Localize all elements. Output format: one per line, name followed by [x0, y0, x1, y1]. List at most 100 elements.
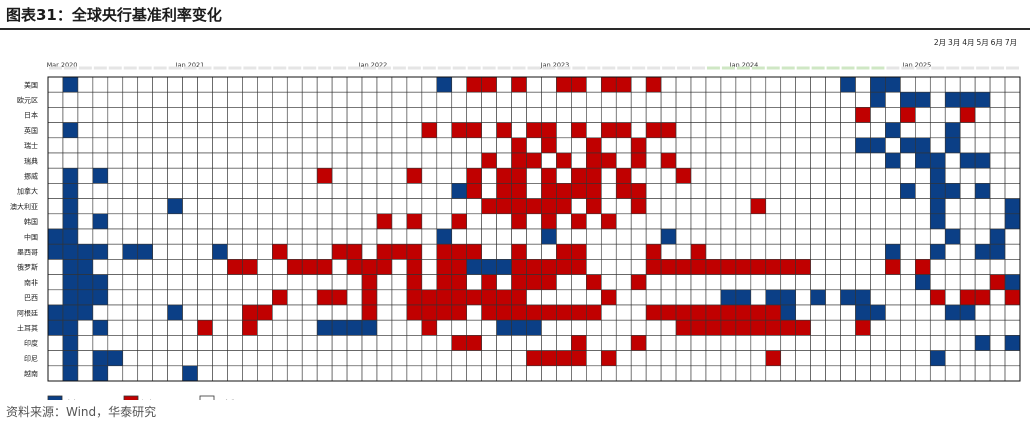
heatmap-cell [675, 319, 692, 336]
heatmap-cell [376, 167, 393, 184]
heatmap-cell [47, 274, 64, 291]
heatmap-cell [571, 350, 587, 367]
heatmap-cell [526, 167, 542, 184]
heatmap-cell [257, 228, 273, 245]
heatmap-cell [974, 319, 991, 336]
heatmap-cell [660, 137, 677, 154]
heatmap-cell [690, 228, 707, 245]
heatmap-cell [825, 167, 841, 184]
heatmap-cell [92, 304, 109, 321]
heatmap-cell [750, 274, 767, 291]
heatmap-cell [316, 91, 333, 108]
heatmap-cell [122, 319, 139, 336]
heatmap-cell [720, 91, 737, 108]
heatmap-cell [974, 289, 991, 306]
heatmap-cell [660, 76, 677, 93]
heatmap-cell [346, 122, 363, 139]
heatmap-cell [586, 289, 602, 306]
heatmap-cell [212, 152, 228, 169]
heatmap-cell [406, 365, 423, 382]
heatmap-cell [137, 183, 153, 199]
heatmap-cell [421, 167, 438, 184]
country-label: 欧元区 [17, 96, 38, 105]
heatmap-cell [62, 183, 79, 199]
heatmap-cell [944, 198, 961, 215]
date-tick [452, 66, 466, 70]
heatmap-cell [466, 335, 482, 351]
heatmap-cell [406, 228, 423, 245]
title-bar: 图表31：全球央行基准利率变化 [0, 0, 1030, 30]
heatmap-cell [944, 274, 961, 291]
heatmap-row [47, 91, 1021, 108]
heatmap-cell [974, 243, 991, 260]
heatmap-cell [212, 365, 228, 382]
heatmap-cell [1004, 76, 1021, 93]
heatmap-cell [959, 319, 976, 336]
heatmap-cell [391, 274, 408, 291]
heatmap-cell [242, 319, 258, 336]
heatmap-cell [137, 167, 153, 184]
heatmap-cell [885, 350, 901, 367]
heatmap-cell [361, 107, 378, 123]
heatmap-cell [959, 335, 976, 351]
heatmap-cell [421, 304, 438, 321]
country-label: 土耳其 [17, 324, 38, 333]
heatmap-cell [301, 335, 318, 351]
heatmap-cell [107, 167, 124, 184]
heatmap-cell [466, 76, 482, 93]
heatmap-cell [571, 335, 587, 351]
heatmap-cell [974, 91, 991, 108]
heatmap-cell [227, 167, 243, 184]
heatmap-cell [690, 213, 707, 230]
heatmap-cell [212, 122, 228, 139]
heatmap-cell [376, 243, 393, 260]
heatmap-cell [765, 259, 782, 275]
date-tick [213, 66, 227, 70]
legend-label: 无变化 [217, 398, 237, 400]
heatmap-cell [436, 167, 453, 184]
date-tick [991, 66, 1005, 70]
heatmap-cell [660, 213, 677, 230]
heatmap-cell [541, 152, 557, 169]
heatmap-cell [660, 304, 677, 321]
heatmap-cell [481, 198, 497, 215]
heatmap-cell [600, 243, 617, 260]
heatmap-cell [331, 167, 348, 184]
heatmap-cell [346, 198, 363, 215]
heatmap-cell [511, 228, 527, 245]
date-tick [318, 66, 332, 70]
heatmap-cell [720, 213, 737, 230]
heatmap-cell [47, 213, 64, 230]
heatmap-cell [511, 243, 527, 260]
heatmap-cell [929, 304, 946, 321]
heatmap-cell [690, 365, 707, 382]
heatmap-cell [331, 304, 348, 321]
heatmap-cell [466, 107, 482, 123]
heatmap-cell [630, 335, 647, 351]
heatmap-cell [825, 183, 841, 199]
heatmap-cell [556, 137, 572, 154]
heatmap-cell [92, 243, 109, 260]
heatmap-cell [301, 228, 318, 245]
heatmap-cell [600, 259, 617, 275]
heatmap-cell [511, 319, 527, 336]
heatmap-cell [496, 274, 512, 291]
heatmap-cell [810, 107, 826, 123]
heatmap-cell [825, 228, 841, 245]
heatmap-cell [556, 228, 572, 245]
heatmap-cell [391, 183, 408, 199]
heatmap-cell [571, 183, 587, 199]
heatmap-cell [600, 167, 617, 184]
heatmap-cell [436, 198, 453, 215]
heatmap-cell [915, 152, 931, 169]
heatmap-cell [840, 107, 856, 123]
heatmap-cell [47, 228, 64, 245]
heatmap-cell [870, 137, 886, 154]
date-tick [901, 66, 915, 70]
heatmap-cell [361, 335, 378, 351]
heatmap-cell [900, 107, 916, 123]
heatmap-cell [630, 274, 647, 291]
heatmap-cell [316, 350, 333, 367]
heatmap-cell [331, 365, 348, 382]
heatmap-cell [511, 122, 527, 139]
